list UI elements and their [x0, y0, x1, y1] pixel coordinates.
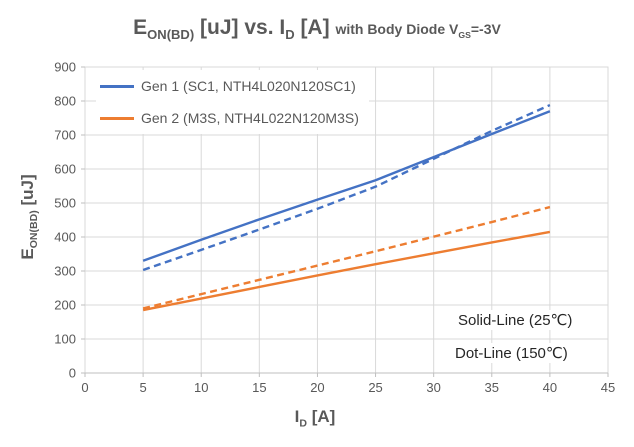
chart-title: EON(BD) [uJ] vs. ID [A] with Body Diode …	[0, 16, 634, 42]
x-tick-label: 35	[485, 380, 499, 395]
series-line-gen2-25c	[142, 230, 551, 312]
annotation-solid-line: Solid-Line (25℃)	[455, 310, 576, 330]
title-versus-text: [uJ] vs. I	[194, 16, 286, 39]
x-tick-label: 5	[139, 380, 146, 395]
legend-label-gen2: Gen 2 (M3S, NTH4L022N120M3S)	[141, 110, 359, 126]
title-symbol: E	[133, 16, 148, 39]
y-tick-label: 500	[54, 196, 76, 211]
title-vgs-value: =-3V	[470, 21, 501, 37]
x-tick-label: 40	[543, 380, 557, 395]
legend-item-gen2: Gen 2 (M3S, NTH4L022N120M3S)	[100, 102, 359, 134]
title-condition-text: with Body Diode V	[335, 21, 459, 37]
annotation-dot-line: Dot-Line (150℃)	[452, 343, 571, 363]
gen2-line-swatch-icon	[100, 116, 134, 120]
series-line-gen1-25c	[142, 110, 551, 262]
gen1-line-swatch-icon	[100, 84, 134, 88]
x-tick-label: 15	[252, 380, 266, 395]
y-tick-label: 200	[54, 298, 76, 313]
y-tick-label: 700	[54, 128, 76, 143]
y-tick-label: 900	[54, 60, 76, 75]
y-tick-label: 400	[54, 230, 76, 245]
x-tick-label: 20	[310, 380, 324, 395]
x-axis-title: ID [A]	[294, 407, 336, 430]
title-vgs-subscript: GS	[458, 29, 471, 40]
x-tick-label: 30	[426, 380, 440, 395]
x-tick-label: 0	[81, 380, 88, 395]
legend-label-gen1: Gen 1 (SC1, NTH4L020N120SC1)	[141, 78, 356, 94]
y-tick-label: 800	[54, 94, 76, 109]
title-unit-text: [A]	[294, 16, 336, 39]
y-tick-label: 300	[54, 264, 76, 279]
y-tick-label: 0	[69, 366, 76, 381]
x-tick-label: 25	[368, 380, 382, 395]
title-id-subscript: D	[285, 27, 295, 43]
x-tick-label: 45	[601, 380, 615, 395]
series-line-gen1-150c	[142, 103, 551, 272]
y-tick-label: 600	[54, 162, 76, 177]
series-line-gen2-150c	[142, 205, 551, 310]
y-tick-label: 100	[54, 332, 76, 347]
legend-item-gen1: Gen 1 (SC1, NTH4L020N120SC1)	[100, 70, 359, 102]
chart-legend: Gen 1 (SC1, NTH4L020N120SC1) Gen 2 (M3S,…	[96, 70, 369, 134]
title-symbol-subscript: ON(BD)	[147, 27, 195, 43]
x-tick-label: 10	[194, 380, 208, 395]
